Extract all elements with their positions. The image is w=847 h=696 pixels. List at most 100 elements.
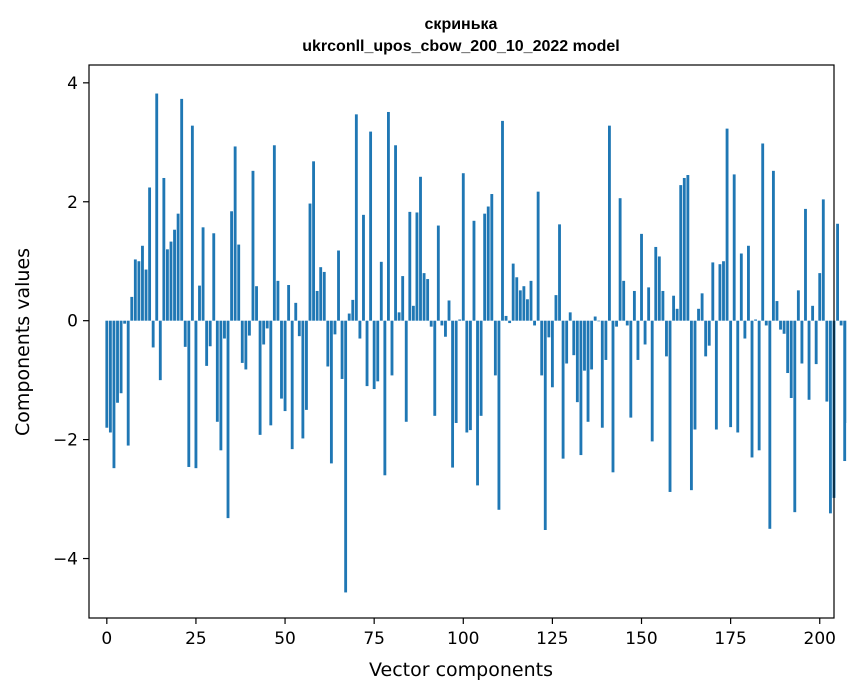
- bar-121: [536, 191, 540, 321]
- bar-117: [522, 286, 526, 321]
- bar-16: [162, 177, 166, 321]
- bar-115: [515, 277, 519, 321]
- plot-frame: [88, 64, 835, 619]
- bar-196: [804, 208, 807, 321]
- bar-62: [326, 320, 330, 367]
- bar-20: [176, 213, 180, 321]
- bar-70: [354, 114, 358, 321]
- bar-125: [550, 320, 554, 388]
- bar-44: [262, 320, 266, 345]
- bar-177: [736, 320, 740, 433]
- bar-72: [362, 214, 365, 321]
- bar-174: [725, 128, 729, 321]
- bar-199: [814, 320, 818, 365]
- bar-155: [657, 256, 661, 321]
- bar-93: [436, 225, 440, 321]
- bar-35: [230, 211, 234, 321]
- bar-198: [811, 305, 815, 321]
- bar-159: [672, 295, 676, 321]
- bar-189: [779, 320, 782, 330]
- bar-92: [433, 320, 437, 416]
- bar-175: [729, 320, 733, 428]
- bar-0: [105, 320, 109, 428]
- bar-207: [843, 320, 847, 462]
- bar-9: [137, 261, 141, 321]
- bar-184: [761, 143, 765, 321]
- bar-54: [297, 320, 301, 337]
- bar-82: [397, 312, 401, 321]
- bar-164: [689, 320, 693, 491]
- bar-60: [319, 267, 323, 321]
- bar-122: [540, 320, 544, 376]
- bar-170: [711, 262, 715, 321]
- bar-3: [116, 320, 119, 403]
- bar-74: [369, 131, 373, 321]
- bar-34: [226, 320, 230, 519]
- bar-98: [454, 320, 458, 423]
- bar-156: [661, 290, 665, 321]
- bar-89: [422, 273, 426, 321]
- x-tick-label-0: 0: [101, 629, 112, 649]
- x-tick-label-75: 75: [363, 629, 385, 649]
- bar-152: [647, 287, 651, 321]
- bar-103: [472, 220, 476, 321]
- bar-151: [643, 320, 647, 345]
- bar-24: [190, 125, 194, 321]
- bar-106: [483, 213, 487, 321]
- bar-202: [825, 320, 829, 402]
- bar-179: [743, 320, 747, 339]
- y-tick-label-0: 0: [67, 312, 78, 332]
- bar-96: [447, 300, 451, 321]
- bar-27: [201, 227, 205, 321]
- bar-23: [187, 320, 191, 467]
- bar-108: [490, 194, 494, 321]
- bar-50: [283, 320, 287, 412]
- bar-134: [583, 320, 586, 371]
- bar-48: [276, 280, 280, 321]
- bar-32: [219, 320, 223, 451]
- bar-52: [290, 320, 294, 450]
- bar-190: [782, 320, 786, 334]
- bar-28: [205, 320, 209, 366]
- bar-43: [258, 320, 262, 435]
- bar-99: [458, 319, 462, 321]
- bar-127: [558, 224, 561, 321]
- bar-63: [329, 320, 333, 464]
- bar-188: [775, 301, 779, 321]
- bar-31: [215, 320, 219, 422]
- bar-39: [244, 320, 248, 370]
- bar-29: [208, 320, 212, 347]
- bar-128: [561, 320, 565, 459]
- bar-132: [575, 320, 579, 403]
- bar-42: [255, 286, 258, 321]
- bar-90: [426, 279, 430, 321]
- bar-144: [618, 198, 622, 321]
- bar-33: [223, 320, 226, 339]
- bar-76: [376, 320, 380, 382]
- bar-200: [818, 273, 822, 321]
- bar-176: [732, 174, 736, 321]
- bar-162: [682, 177, 686, 321]
- bar-59: [315, 290, 319, 321]
- bar-17: [166, 249, 169, 321]
- bar-193: [793, 320, 797, 513]
- bar-83: [401, 276, 405, 321]
- bar-107: [486, 206, 490, 321]
- bar-195: [800, 320, 804, 364]
- bar-8: [133, 259, 137, 321]
- x-tick-label-200: 200: [804, 629, 836, 649]
- bar-145: [622, 280, 626, 321]
- bars-group: [105, 93, 847, 593]
- bar-97: [451, 320, 455, 468]
- bar-157: [665, 320, 668, 357]
- bar-73: [365, 320, 369, 387]
- bar-111: [501, 120, 504, 321]
- bar-11: [144, 269, 148, 321]
- bar-180: [747, 245, 750, 321]
- y-tick-label--2: −2: [53, 431, 78, 451]
- bar-66: [340, 320, 344, 379]
- bar-150: [640, 233, 643, 321]
- bar-21: [180, 98, 184, 321]
